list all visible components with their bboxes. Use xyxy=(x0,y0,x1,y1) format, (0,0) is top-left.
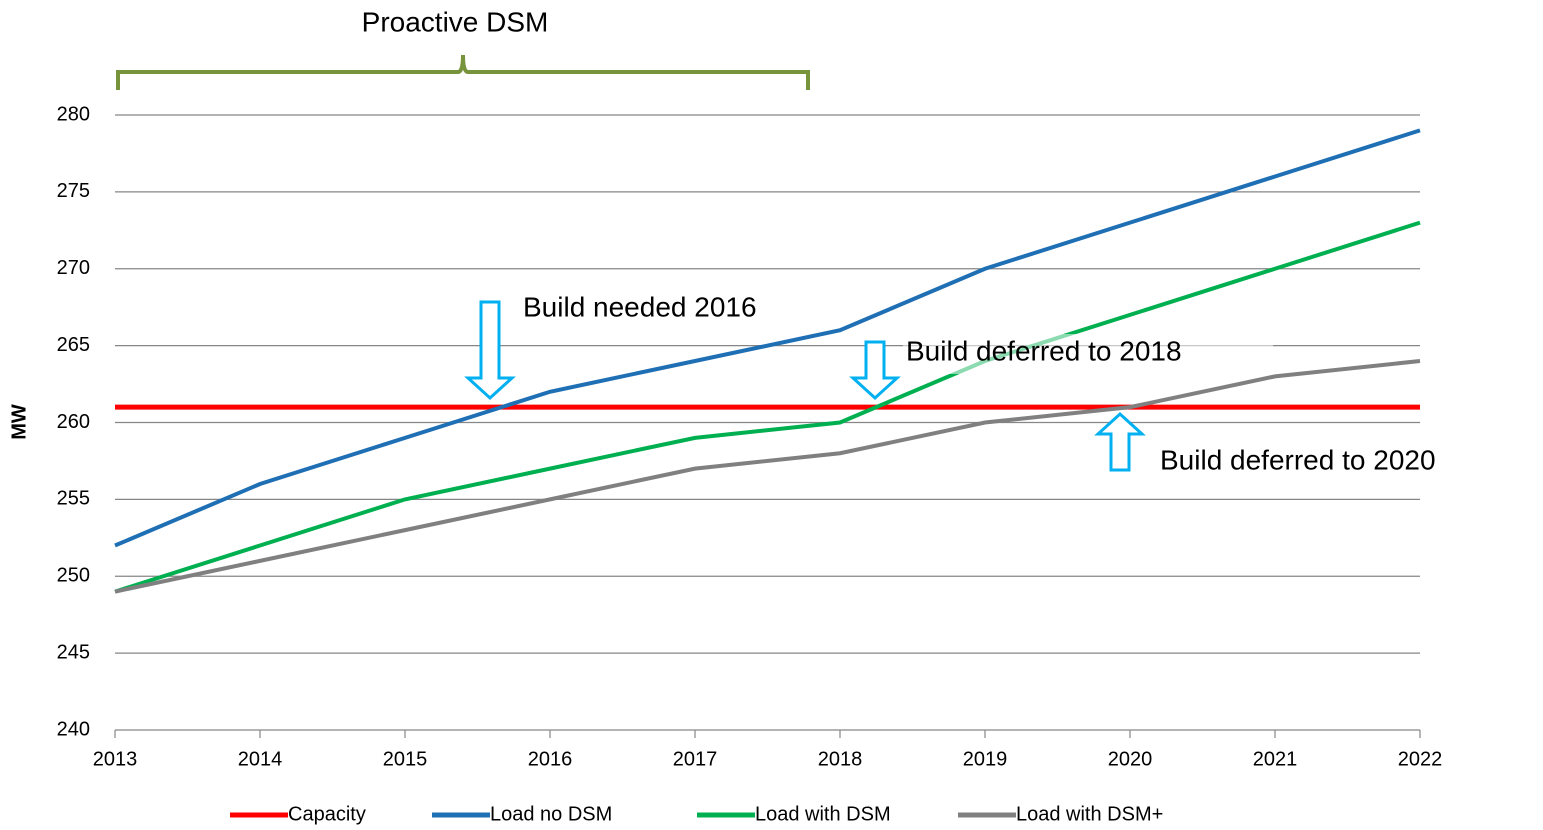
x-tick-label: 2022 xyxy=(1398,748,1443,770)
lines xyxy=(114,128,1421,594)
series-line xyxy=(114,220,1421,594)
x-tick-label: 2020 xyxy=(1108,748,1153,770)
y-tick-label: 265 xyxy=(57,334,90,356)
y-tick-label: 240 xyxy=(57,718,90,740)
x-tick-label: 2014 xyxy=(238,748,283,770)
annotation: Build deferred to 2018 xyxy=(906,335,1182,366)
y-tick-label: 255 xyxy=(57,488,90,510)
annotation: Build deferred to 2020 xyxy=(1160,444,1436,475)
series-line xyxy=(114,359,1421,594)
x-tick-label: 2021 xyxy=(1253,748,1298,770)
x-tick-label: 2015 xyxy=(383,748,428,770)
x-tick-label: 2016 xyxy=(528,748,573,770)
annotation: Build needed 2016 xyxy=(523,291,757,322)
legend-label: Load with DSM+ xyxy=(1016,803,1163,825)
y-tick-label: 250 xyxy=(57,565,90,587)
brace xyxy=(116,54,810,90)
annotation: Proactive DSM xyxy=(362,6,549,37)
legend-label: Capacity xyxy=(288,803,366,825)
legend: Capacity Load no DSM Load with DSM Load wit… xyxy=(230,803,1163,825)
y-tick-label: 280 xyxy=(57,103,90,125)
arrow-down xyxy=(464,300,516,401)
overlay: Proactive DSM Build needed 2016 Build de… xyxy=(8,6,1435,475)
arrow-down xyxy=(849,340,901,401)
x-tick-label: 2013 xyxy=(93,748,138,770)
y-tick-label: 245 xyxy=(57,641,90,663)
y-axis-label: MW xyxy=(8,404,30,440)
series-line xyxy=(114,128,1421,548)
y-tick-label: 270 xyxy=(57,257,90,279)
y-tick-label: 275 xyxy=(57,180,90,202)
y-tick-label: 260 xyxy=(57,411,90,433)
x-tick-label: 2017 xyxy=(673,748,718,770)
arrow-up xyxy=(1094,411,1146,472)
x-tick-label: 2018 xyxy=(818,748,863,770)
legend-label: Load no DSM xyxy=(490,803,612,825)
grid: 240 245 250 255 260 265 270 275 280 2013 2014 2015 2… xyxy=(57,103,1443,770)
x-tick-label: 2019 xyxy=(963,748,1008,770)
label-bg xyxy=(903,334,1273,374)
legend-label: Load with DSM xyxy=(755,803,891,825)
